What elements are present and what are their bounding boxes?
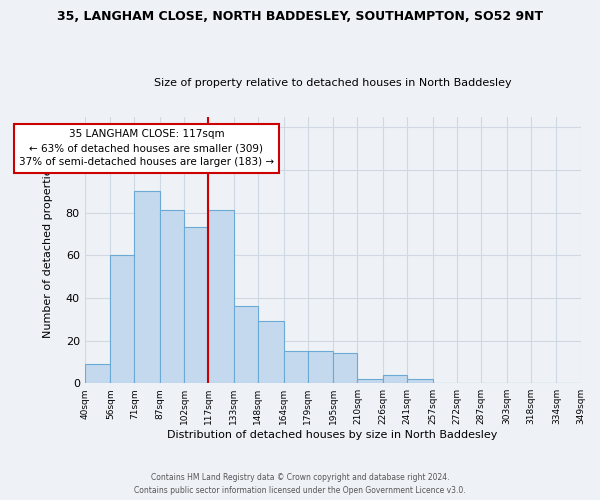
Text: 35 LANGHAM CLOSE: 117sqm
← 63% of detached houses are smaller (309)
37% of semi-: 35 LANGHAM CLOSE: 117sqm ← 63% of detach… xyxy=(19,130,274,168)
Bar xyxy=(134,191,160,383)
Bar xyxy=(334,354,358,383)
Text: 35, LANGHAM CLOSE, NORTH BADDESLEY, SOUTHAMPTON, SO52 9NT: 35, LANGHAM CLOSE, NORTH BADDESLEY, SOUT… xyxy=(57,10,543,23)
Bar xyxy=(358,379,383,383)
Bar xyxy=(184,228,208,383)
X-axis label: Distribution of detached houses by size in North Baddesley: Distribution of detached houses by size … xyxy=(167,430,498,440)
Bar xyxy=(407,379,433,383)
Bar xyxy=(85,364,110,383)
Text: Contains HM Land Registry data © Crown copyright and database right 2024.
Contai: Contains HM Land Registry data © Crown c… xyxy=(134,474,466,495)
Bar xyxy=(160,210,184,383)
Bar xyxy=(284,351,308,383)
Title: Size of property relative to detached houses in North Baddesley: Size of property relative to detached ho… xyxy=(154,78,511,88)
Bar xyxy=(308,351,334,383)
Bar xyxy=(110,255,134,383)
Bar xyxy=(234,306,258,383)
Bar xyxy=(258,322,284,383)
Bar xyxy=(208,210,234,383)
Y-axis label: Number of detached properties: Number of detached properties xyxy=(43,162,53,338)
Bar xyxy=(383,374,407,383)
